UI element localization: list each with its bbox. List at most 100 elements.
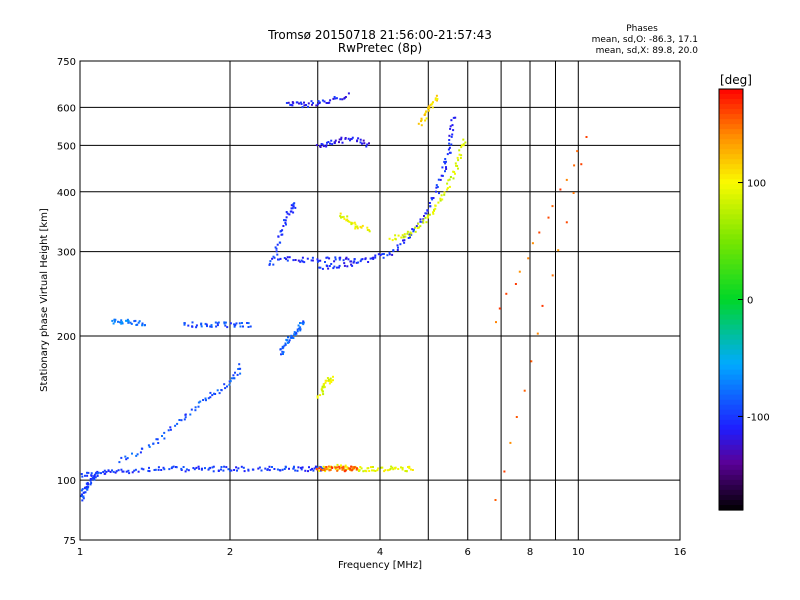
echo-point <box>274 246 277 249</box>
colorbar-segment <box>719 289 743 296</box>
echo-point <box>441 166 444 169</box>
echo-point <box>240 465 243 468</box>
echo-point <box>495 321 497 324</box>
colorbar-segment <box>719 314 743 321</box>
echo-point <box>118 461 121 464</box>
echo-point <box>84 474 86 477</box>
echo-point <box>184 413 187 416</box>
echo-point <box>408 465 411 468</box>
echo-point <box>96 472 99 475</box>
echo-point <box>359 260 362 263</box>
echo-point <box>340 138 343 141</box>
echo-point <box>302 320 305 323</box>
echo-point <box>84 486 87 489</box>
echo-point <box>285 258 288 261</box>
echo-point <box>448 139 451 141</box>
echo-point <box>301 256 304 259</box>
echo-point <box>437 201 440 204</box>
echo-point <box>290 204 293 207</box>
echo-point <box>431 198 434 201</box>
echo-point <box>233 469 236 471</box>
echo-point <box>342 465 345 468</box>
echo-point <box>321 99 324 102</box>
echo-point <box>551 205 554 208</box>
echo-point <box>224 387 227 390</box>
echo-point <box>346 215 349 218</box>
echo-point <box>233 325 236 328</box>
echo-point <box>432 211 434 214</box>
echo-point <box>175 466 178 469</box>
echo-point <box>361 258 364 261</box>
echo-point <box>321 385 324 388</box>
echo-point <box>297 259 300 262</box>
echo-point <box>290 210 293 213</box>
echo-point <box>311 467 314 470</box>
echo-point <box>565 178 568 181</box>
echo-point <box>321 143 324 146</box>
colorbar-segment <box>719 374 743 381</box>
echo-point <box>100 472 102 475</box>
echo-point <box>205 399 207 402</box>
echo-point <box>454 116 457 119</box>
echo-point <box>409 236 411 239</box>
echo-point <box>338 465 341 468</box>
echo-point <box>316 396 319 399</box>
echo-point <box>389 468 392 470</box>
echo-point <box>337 266 340 269</box>
colorbar-segment <box>719 259 743 266</box>
echo-point <box>312 102 314 105</box>
echo-point <box>180 469 183 471</box>
echo-point <box>377 253 380 256</box>
echo-point <box>536 332 539 335</box>
echo-point <box>462 138 465 141</box>
echo-point <box>303 101 305 104</box>
echo-point <box>194 406 197 409</box>
echo-point <box>310 259 313 262</box>
echo-point <box>457 159 460 162</box>
echo-point <box>316 466 319 469</box>
echo-point <box>299 466 302 469</box>
echo-point <box>324 381 327 384</box>
echo-point <box>441 198 444 201</box>
echo-point <box>328 380 331 383</box>
echo-point <box>368 142 370 145</box>
echo-point <box>576 150 579 153</box>
echo-point <box>445 166 447 169</box>
echo-point <box>226 385 228 388</box>
echo-point <box>357 137 360 140</box>
echo-point <box>450 135 453 138</box>
echo-point <box>318 469 321 472</box>
echo-point <box>347 92 350 95</box>
echo-point <box>334 258 337 261</box>
y-tick-label: 300 <box>57 248 76 259</box>
echo-point <box>141 447 144 450</box>
echo-point <box>162 466 165 469</box>
phase-stats-o: mean, sd,O: -86.3, 17.1 <box>592 35 698 45</box>
colorbar-segment <box>719 234 743 240</box>
echo-point <box>299 260 302 263</box>
echo-point <box>408 233 411 236</box>
echo-point <box>251 468 254 471</box>
echo-point <box>388 237 391 240</box>
echo-point <box>157 442 160 444</box>
echo-point <box>152 442 155 445</box>
echo-point <box>411 469 414 471</box>
echo-point <box>327 141 330 143</box>
echo-point <box>360 467 363 470</box>
echo-point <box>336 468 339 471</box>
colorbar-segment <box>719 394 743 401</box>
echo-point <box>187 469 190 472</box>
echo-point <box>419 218 422 221</box>
echo-point <box>207 397 210 400</box>
echo-point <box>326 256 329 259</box>
echo-point <box>80 495 83 498</box>
echo-point <box>297 466 300 469</box>
echo-point <box>93 478 96 481</box>
echo-point <box>350 465 353 468</box>
echo-point <box>285 216 288 219</box>
echo-point <box>431 102 434 105</box>
echo-point <box>294 469 297 472</box>
colorbar-segment <box>719 419 743 426</box>
echo-point <box>200 323 203 326</box>
echo-point <box>323 386 326 389</box>
